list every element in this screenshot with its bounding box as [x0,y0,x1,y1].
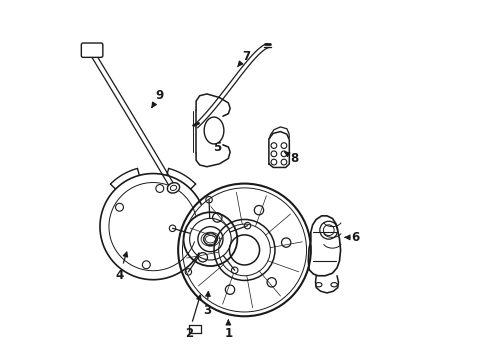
Ellipse shape [167,183,179,193]
Text: 7: 7 [237,50,250,67]
Text: 4: 4 [115,252,127,282]
Text: 1: 1 [224,320,232,339]
Text: 2: 2 [184,295,201,339]
Text: 6: 6 [345,231,359,244]
Text: 3: 3 [203,292,210,318]
Text: 8: 8 [284,152,298,165]
Text: 9: 9 [151,89,163,108]
FancyBboxPatch shape [81,43,102,57]
Ellipse shape [203,117,224,144]
Text: 5: 5 [213,136,221,154]
